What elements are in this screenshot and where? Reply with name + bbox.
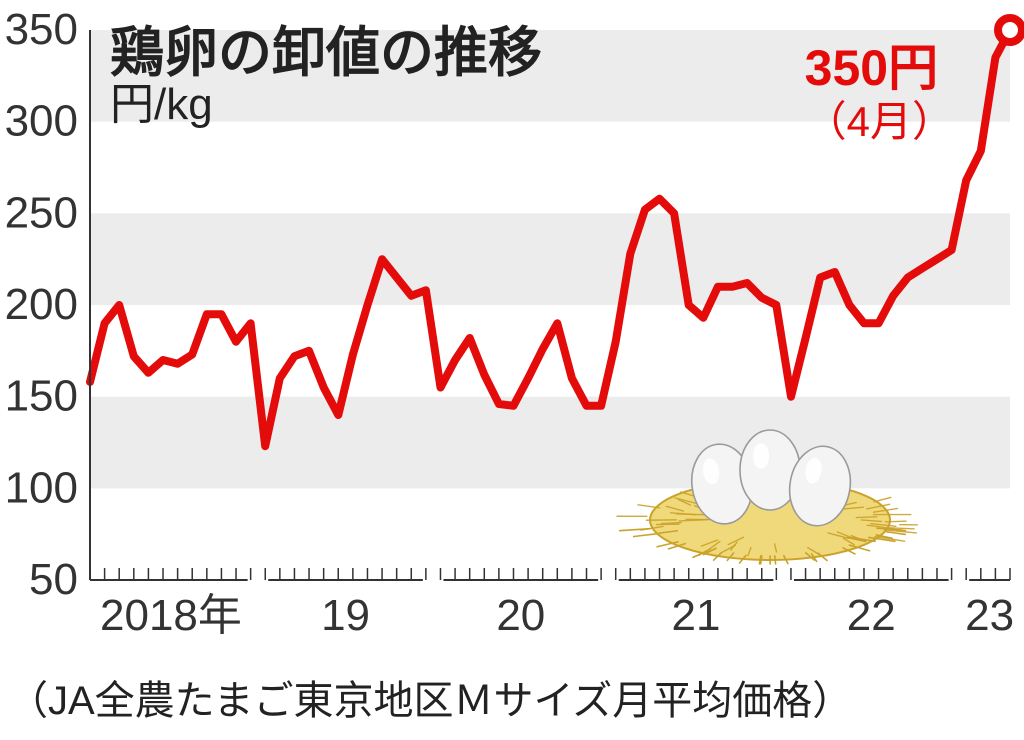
y-tick-label: 300: [5, 97, 78, 146]
x-year-label: 23: [965, 591, 1014, 640]
y-tick-label: 50: [29, 555, 78, 604]
x-year-label: 21: [672, 591, 721, 640]
grid-band: [90, 213, 1010, 305]
unit-label: 円/kg: [110, 68, 213, 132]
x-year-label: 19: [321, 591, 370, 640]
x-year-label: 22: [847, 591, 896, 640]
y-tick-label: 150: [5, 372, 78, 421]
y-tick-label: 200: [5, 280, 78, 329]
y-tick-label: 100: [5, 463, 78, 512]
y-tick-label: 350: [5, 5, 78, 54]
latest-point-marker: [998, 18, 1022, 42]
x-year-label: 20: [496, 591, 545, 640]
latest-value-callout: 350円 （4月）: [805, 40, 954, 146]
y-tick-label: 250: [5, 188, 78, 237]
chart-footnote: （JA全農たまご東京地区Ｍサイズ月平均価格）: [8, 668, 852, 726]
grid-band: [90, 397, 1010, 489]
egg-price-chart: 501001502002503003502018年1920212223 鶏卵の卸…: [0, 0, 1024, 740]
callout-month: （4月）: [805, 98, 954, 146]
callout-value: 350円: [805, 40, 938, 96]
x-year-label: 2018年: [100, 591, 242, 640]
